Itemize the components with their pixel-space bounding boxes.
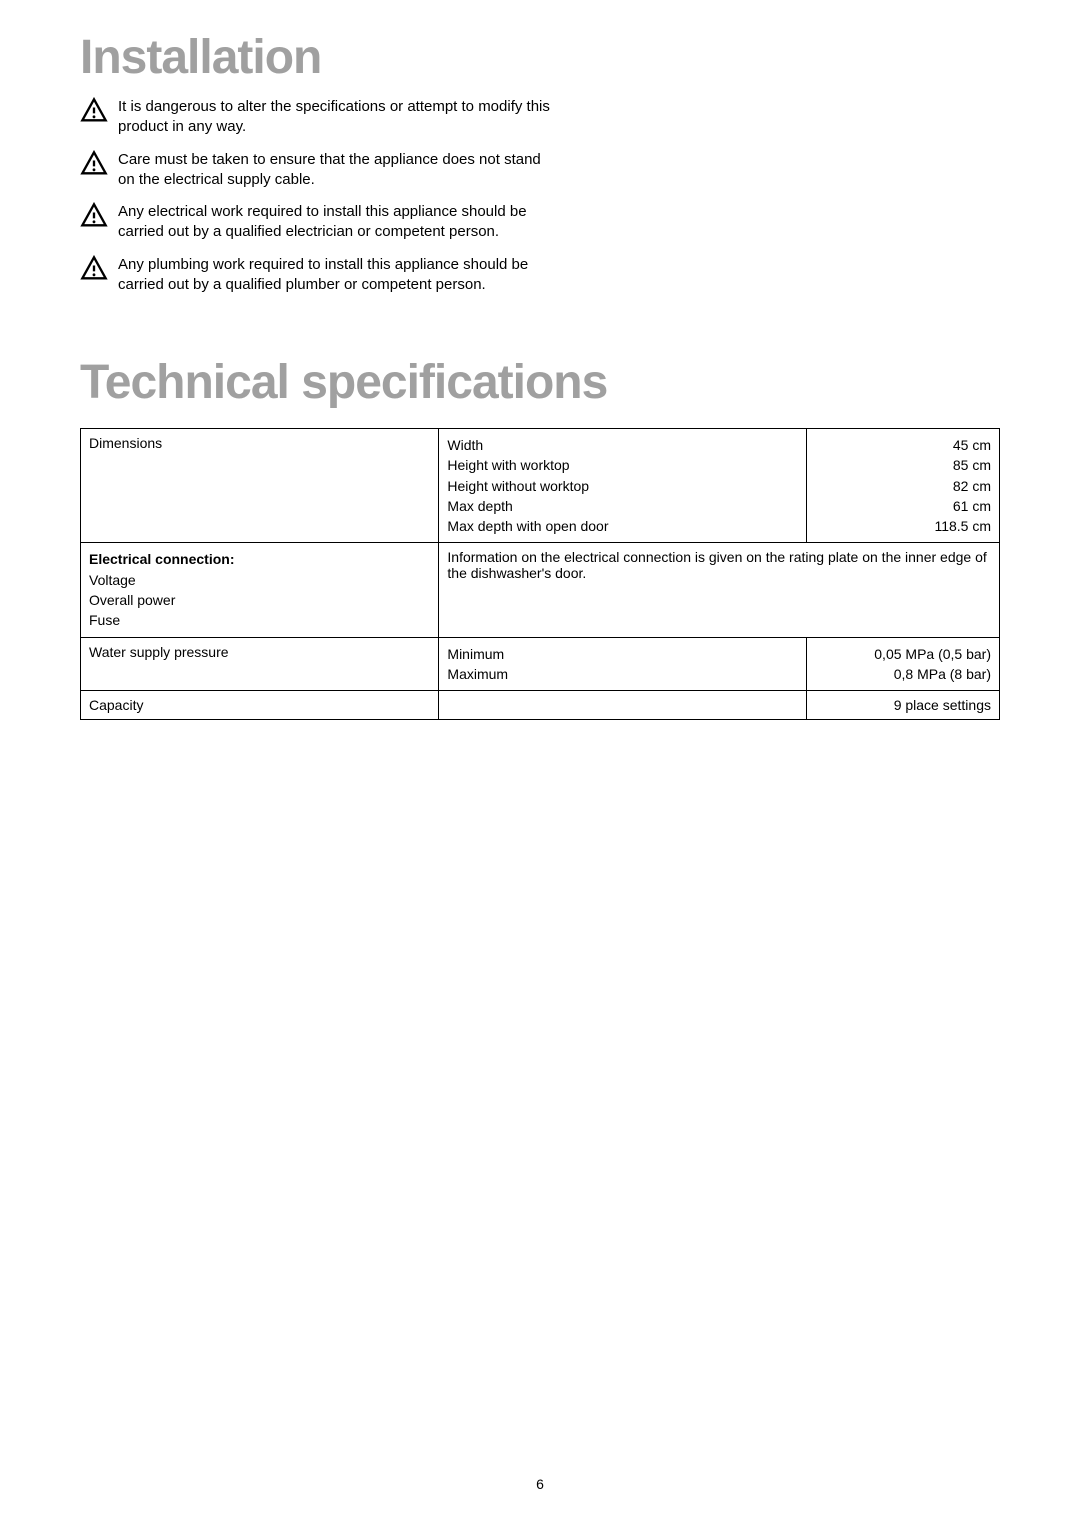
cell-capacity-value: 9 place settings [807, 691, 1000, 720]
warning-item: Any electrical work required to install … [80, 202, 560, 243]
cell-water-label: Water supply pressure [81, 637, 439, 691]
cell-capacity-label: Capacity [81, 691, 439, 720]
cell-dimensions-label: Dimensions [81, 429, 439, 543]
warning-text: It is dangerous to alter the specificati… [118, 97, 560, 138]
cell-water-names: Minimum Maximum [439, 637, 807, 691]
warning-icon [80, 150, 108, 178]
warning-text: Any electrical work required to install … [118, 202, 560, 243]
warning-text: Any plumbing work required to install th… [118, 255, 560, 296]
warning-item: It is dangerous to alter the specificati… [80, 97, 560, 138]
cell-electrical-info: Information on the electrical connection… [439, 543, 1000, 637]
cell-dimensions-values: 45 cm 85 cm 82 cm 61 cm 118.5 cm [807, 429, 1000, 543]
table-row: Dimensions Width Height with worktop Hei… [81, 429, 1000, 543]
table-row: Water supply pressure Minimum Maximum 0,… [81, 637, 1000, 691]
page-number: 6 [0, 1476, 1080, 1492]
heading-technical-specs: Technical specifications [80, 355, 1000, 410]
warning-item: Any plumbing work required to install th… [80, 255, 560, 296]
warning-text: Care must be taken to ensure that the ap… [118, 150, 560, 191]
cell-water-values: 0,05 MPa (0,5 bar) 0,8 MPa (8 bar) [807, 637, 1000, 691]
warning-icon [80, 97, 108, 125]
cell-electrical-label: Electrical connection: Voltage Overall p… [81, 543, 439, 637]
warning-icon [80, 202, 108, 230]
specs-table: Dimensions Width Height with worktop Hei… [80, 428, 1000, 720]
table-row: Electrical connection: Voltage Overall p… [81, 543, 1000, 637]
warning-item: Care must be taken to ensure that the ap… [80, 150, 560, 191]
heading-installation: Installation [80, 30, 1000, 85]
table-row: Capacity 9 place settings [81, 691, 1000, 720]
cell-capacity-mid [439, 691, 807, 720]
warning-icon [80, 255, 108, 283]
cell-dimensions-names: Width Height with worktop Height without… [439, 429, 807, 543]
